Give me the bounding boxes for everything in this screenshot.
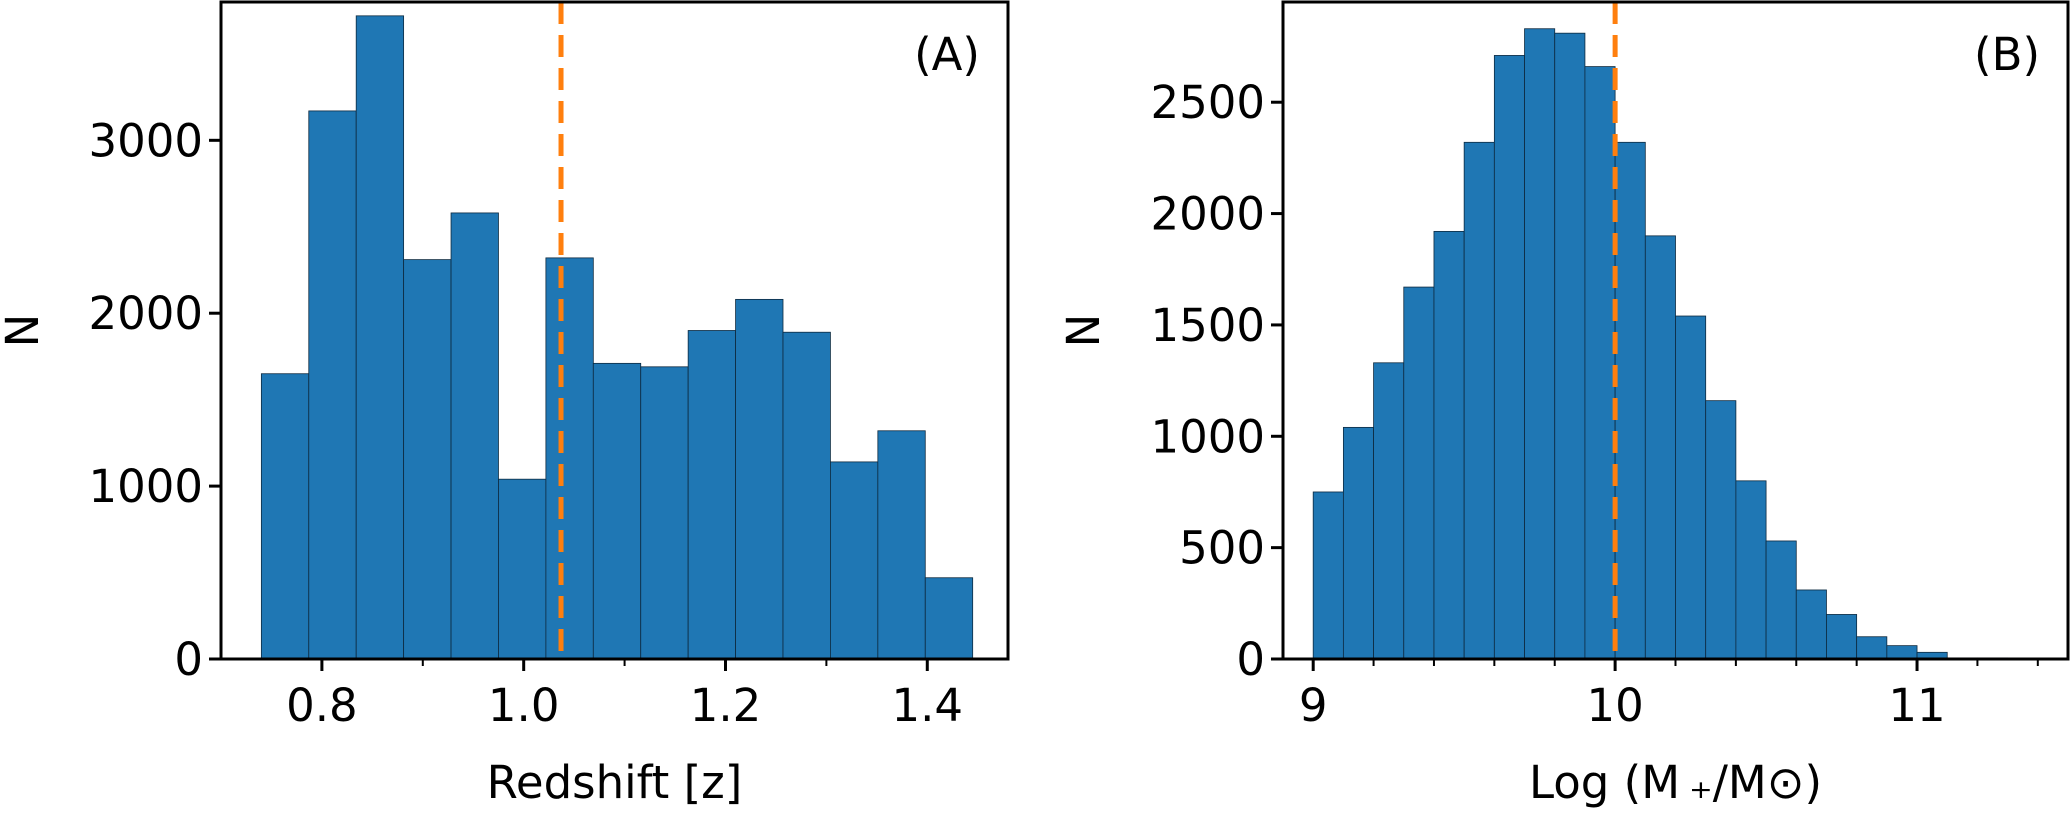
histogram-bar — [1886, 645, 1918, 660]
histogram-bar — [545, 257, 594, 660]
histogram-bar — [1554, 32, 1586, 660]
histogram-bar — [924, 577, 974, 660]
y-tick-label: 0 — [1236, 633, 1265, 686]
histogram-bar — [1856, 636, 1888, 660]
histogram-bar — [1675, 315, 1707, 660]
x-tick-label: 1.4 — [891, 679, 963, 732]
y-tick-label: 0 — [174, 633, 203, 686]
histogram-bar — [1614, 141, 1646, 660]
x-tick-label: 11 — [1888, 679, 1945, 732]
histogram-bar — [498, 478, 547, 660]
x-tick-label: 10 — [1586, 679, 1643, 732]
y-tick-label: 1000 — [88, 460, 203, 513]
histogram-bar — [1403, 286, 1435, 660]
histogram-bar — [1765, 540, 1797, 660]
panel-b: 0 500 1000 1500 2000 2500 9 10 11 Log (M ₊/M⊙) N (B… — [1057, 0, 2070, 809]
histogram-bar — [1373, 362, 1405, 660]
y-tick-label: 1500 — [1150, 299, 1265, 352]
histogram-bar — [687, 330, 736, 660]
y-tick-label: 2500 — [1150, 76, 1265, 129]
histogram-bar — [1584, 66, 1616, 660]
x-tick-label: 9 — [1299, 679, 1328, 732]
histogram-bar — [1705, 400, 1737, 660]
histogram-bar — [1433, 230, 1465, 660]
x-tick-label: 1.2 — [690, 679, 762, 732]
histogram-bar — [450, 212, 499, 660]
y-axis-label: N — [0, 314, 49, 348]
y-tick-label: 1000 — [1150, 410, 1265, 463]
panel-label: (B) — [1974, 28, 2040, 81]
histogram-bar — [1795, 589, 1827, 660]
histogram-bar — [260, 373, 310, 660]
histogram-bar — [782, 331, 831, 660]
histogram-bar — [592, 362, 642, 660]
y-tick-label: 500 — [1179, 522, 1265, 575]
x-axis-label: Log (M ₊/M⊙) — [1529, 756, 1822, 809]
histogram-bar — [877, 430, 926, 660]
x-tick-label: 0.8 — [286, 679, 358, 732]
axes-frame — [219, 0, 1010, 661]
histogram-bar — [1735, 480, 1767, 660]
y-tick-label: 2000 — [88, 287, 203, 340]
y-axis-label: N — [1057, 314, 1110, 348]
histogram-bar — [735, 298, 784, 660]
y-tick-label: 2000 — [1150, 188, 1265, 241]
histogram-bar — [308, 110, 357, 660]
histogram-bar — [1312, 491, 1344, 660]
histogram-bar — [1524, 28, 1556, 660]
histogram-bar — [830, 461, 879, 660]
histogram-bar — [1826, 614, 1858, 660]
histogram-bar — [1463, 141, 1495, 660]
x-tick-label: 1.0 — [488, 679, 560, 732]
histogram-bar — [1342, 426, 1374, 660]
panel-a: 0 1000 2000 3000 0.8 1.0 1.2 1.4 Redshift [z] N (A… — [0, 0, 1010, 809]
histogram-bar — [640, 366, 689, 660]
panel-label: (A) — [914, 28, 980, 81]
x-axis-label: Redshift [z] — [487, 756, 743, 809]
histogram-bar — [1644, 235, 1676, 660]
histogram-bar — [403, 259, 452, 660]
histogram-bar — [355, 15, 405, 660]
histogram-bar — [1493, 55, 1525, 660]
y-tick-label: 3000 — [88, 114, 203, 167]
